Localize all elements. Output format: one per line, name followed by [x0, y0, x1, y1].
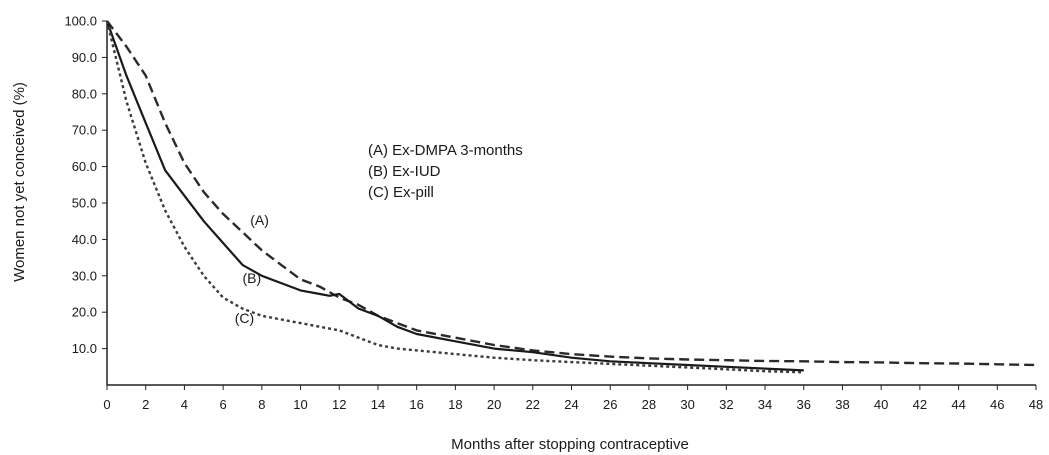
y-tick-label: 80.0 [72, 86, 97, 101]
y-tick-label: 100.0 [64, 14, 97, 29]
series-line-a [106, 20, 1037, 367]
y-tick-label: 10.0 [72, 341, 97, 356]
curve-label-c: (C) [235, 310, 254, 326]
y-tick-label: 70.0 [72, 123, 97, 138]
curve-label-b: (B) [242, 270, 261, 286]
x-tick-label: 30 [680, 397, 694, 412]
x-tick-label: 20 [487, 397, 501, 412]
x-tick-label: 48 [1029, 397, 1043, 412]
x-tick-label: 32 [719, 397, 733, 412]
y-tick-label: 20.0 [72, 305, 97, 320]
x-tick-label: 24 [564, 397, 578, 412]
y-axis-title: Women not yet conceived (%) [11, 82, 28, 282]
x-tick-label: 4 [181, 397, 188, 412]
x-tick-label: 8 [258, 397, 265, 412]
x-tick-label: 36 [797, 397, 811, 412]
x-tick-label: 46 [990, 397, 1004, 412]
x-tick-label: 34 [758, 397, 772, 412]
legend-entry-c: (C) Ex-pill [368, 184, 434, 201]
x-tick-label: 18 [448, 397, 462, 412]
y-tick-label: 90.0 [72, 50, 97, 65]
series-line-c [105, 20, 804, 374]
legend-entry-b: (B) Ex-IUD [368, 163, 441, 180]
curve-labels: (A) (B) (C) [235, 212, 269, 326]
y-tick-label: 50.0 [72, 196, 97, 211]
x-tick-label: 12 [332, 397, 346, 412]
x-tick-label: 22 [526, 397, 540, 412]
axes [106, 21, 1036, 386]
curve-label-a: (A) [250, 212, 269, 228]
legend: (A) Ex-DMPA 3-months (B) Ex-IUD (C) Ex-p… [368, 142, 523, 201]
x-tick-label: 42 [913, 397, 927, 412]
y-tick-label: 30.0 [72, 268, 97, 283]
series-line-b [105, 20, 804, 372]
x-tick-label: 2 [142, 397, 149, 412]
x-tick-label: 10 [293, 397, 307, 412]
x-tick-labels: 0 2 4 6 8 10 12 14 16 18 20 22 24 26 28 30 32 34 36 38 40 42 4… [103, 385, 1043, 412]
y-tick-label: 60.0 [72, 159, 97, 174]
series-lines [105, 20, 1037, 374]
x-tick-label: 44 [951, 397, 965, 412]
x-tick-label: 26 [603, 397, 617, 412]
x-tick-label: 38 [835, 397, 849, 412]
x-tick-label: 14 [371, 397, 385, 412]
x-tick-label: 0 [103, 397, 110, 412]
y-tick-labels: 10.0 20.0 30.0 40.0 50.0 60.0 70.0 80.0 90.0 100.… [64, 14, 107, 356]
y-tick-label: 40.0 [72, 232, 97, 247]
x-tick-label: 16 [409, 397, 423, 412]
legend-entry-a: (A) Ex-DMPA 3-months [368, 142, 523, 159]
x-tick-label: 6 [220, 397, 227, 412]
x-tick-label: 28 [642, 397, 656, 412]
x-tick-label: 40 [874, 397, 888, 412]
x-axis-title: Months after stopping contraceptive [451, 436, 689, 453]
